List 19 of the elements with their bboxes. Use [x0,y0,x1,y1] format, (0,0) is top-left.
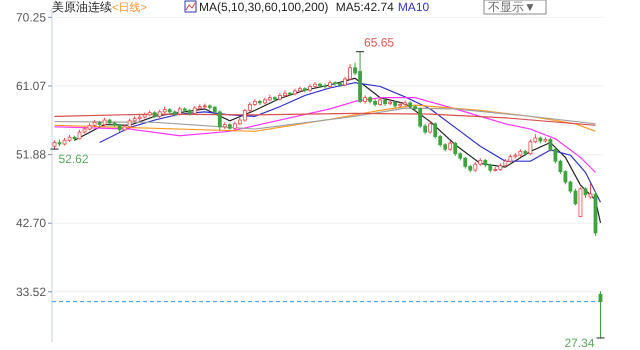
y-tick-label: 61.07 [16,78,46,93]
annotation: 65.65 [364,36,394,50]
legend-title: MA(5,10,30,60,100,200) [199,0,332,14]
line-series [54,97,596,173]
line-series [54,112,596,126]
chart-subtitle: <日线> [112,1,147,14]
annotation: 27.34 [564,336,595,350]
y-tick-label: 33.52 [16,284,46,299]
candlestick [598,290,602,338]
y-tick-label: 42.70 [16,216,46,230]
line-series [98,82,602,203]
annotation: 不显示▼ [488,0,536,14]
text: MA10 [398,0,430,14]
y-tick-label: 70.25 [16,10,46,24]
chart-title: 美原油连续 [52,0,112,14]
dropdown: 不显示▼ [484,0,546,14]
y-tick-label: 51.88 [16,148,46,162]
annotation: 52.62 [58,152,89,166]
text: MA5:42.74 [336,0,394,14]
